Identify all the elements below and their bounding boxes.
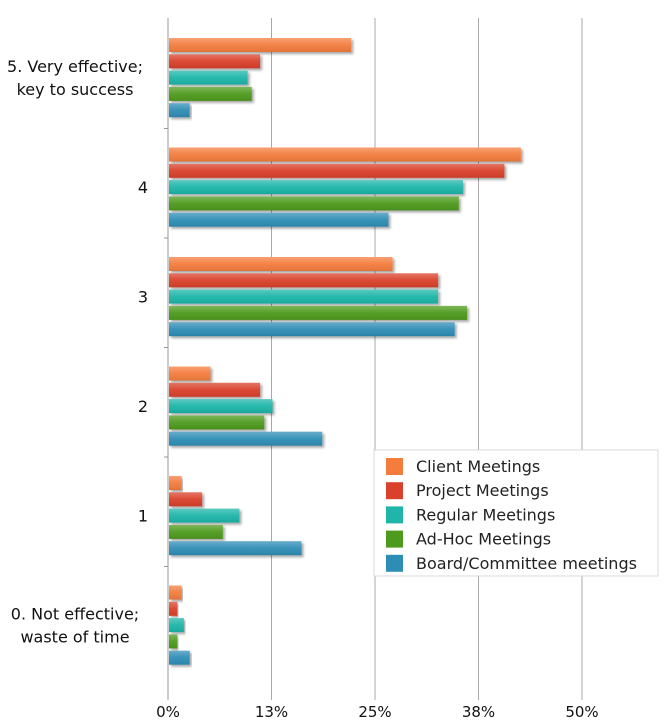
bar-highlight bbox=[169, 147, 521, 162]
bar-highlight bbox=[169, 70, 248, 85]
category-labels: 5. Very effective; key to success 4 3 2 1 0. N… bbox=[7, 57, 148, 647]
x-tick-label: 38% bbox=[462, 703, 495, 721]
x-axis-ticks: 0% 13% 25% 38% 50% bbox=[156, 703, 599, 721]
bar-highlight bbox=[169, 541, 302, 556]
bar-highlight bbox=[169, 508, 240, 523]
bar-highlight bbox=[169, 305, 468, 320]
bar-highlight bbox=[169, 382, 261, 397]
bar-highlight bbox=[169, 103, 190, 118]
bar-highlight bbox=[169, 212, 389, 227]
legend-label: Ad-Hoc Meetings bbox=[416, 530, 551, 549]
bar-highlight bbox=[169, 650, 190, 665]
bar-highlight bbox=[169, 366, 211, 381]
bar-highlight bbox=[169, 289, 439, 304]
bar-highlight bbox=[169, 601, 178, 616]
bar-highlight bbox=[169, 273, 439, 288]
x-tick-label: 25% bbox=[358, 703, 391, 721]
bar-highlight bbox=[169, 180, 463, 195]
category-label: 1 bbox=[138, 507, 148, 526]
legend-swatch bbox=[386, 554, 403, 572]
legend-label: Board/Committee meetings bbox=[416, 554, 637, 573]
bar-highlight bbox=[169, 86, 252, 101]
category-label: 0. Not effective; bbox=[11, 605, 139, 624]
gridlines bbox=[164, 18, 583, 700]
category-label: 2 bbox=[138, 397, 148, 416]
legend-swatch bbox=[386, 506, 403, 524]
category-label: 5. Very effective; bbox=[7, 57, 143, 76]
bar-highlight bbox=[169, 38, 352, 52]
bar-highlight bbox=[169, 196, 459, 211]
legend-swatch bbox=[386, 482, 403, 500]
category-label: 4 bbox=[138, 178, 148, 197]
bar-highlight bbox=[169, 399, 273, 414]
x-tick-label: 50% bbox=[565, 703, 598, 721]
bar-highlight bbox=[169, 476, 182, 490]
legend-swatch bbox=[386, 458, 403, 475]
bar-highlight bbox=[169, 257, 393, 271]
legend-label: Project Meetings bbox=[416, 481, 549, 500]
legend-box bbox=[373, 449, 659, 577]
bar-highlight bbox=[169, 524, 223, 539]
legend-label: Client Meetings bbox=[416, 457, 540, 476]
legend-label: Regular Meetings bbox=[416, 505, 555, 524]
bar-highlight bbox=[169, 54, 261, 69]
bar-highlight bbox=[169, 163, 505, 178]
bar-highlight bbox=[169, 634, 178, 649]
x-tick-label: 0% bbox=[156, 703, 180, 721]
legend: Client Meetings Project Meetings Regular M… bbox=[373, 449, 659, 577]
category-label: 3 bbox=[138, 288, 148, 307]
bar-highlight bbox=[169, 492, 203, 507]
bar-highlight bbox=[169, 585, 182, 600]
bar-highlight bbox=[169, 431, 323, 446]
bars bbox=[169, 38, 521, 665]
category-label: waste of time bbox=[20, 628, 129, 647]
bar-highlight bbox=[169, 415, 265, 430]
bar-highlight bbox=[169, 322, 455, 337]
bar-highlight bbox=[169, 618, 184, 633]
category-label: key to success bbox=[17, 80, 134, 99]
x-tick-label: 13% bbox=[255, 703, 288, 721]
legend-swatch bbox=[386, 530, 403, 548]
